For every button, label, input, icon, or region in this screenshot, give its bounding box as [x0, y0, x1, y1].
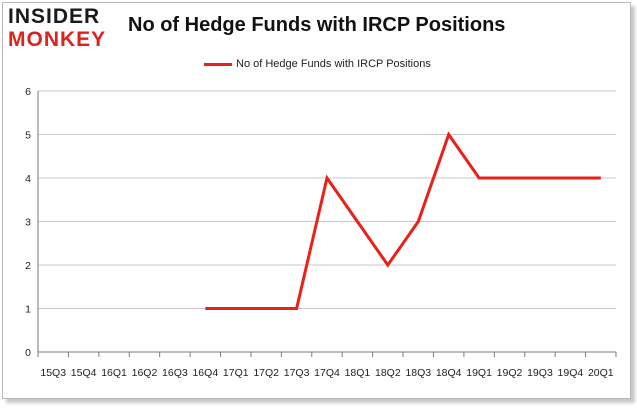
logo-text-monkey: MONKEY: [8, 28, 107, 51]
x-tick-label: 16Q4: [192, 367, 218, 379]
x-tick-label: 15Q4: [71, 367, 97, 379]
y-tick-label: 6: [25, 86, 31, 98]
x-tick-label: 17Q4: [314, 367, 340, 379]
chart-legend: No of Hedge Funds with IRCP Positions: [204, 56, 431, 72]
y-tick-label: 5: [25, 130, 31, 142]
logo-text-insider: INSIDER: [8, 5, 101, 28]
chart-title: No of Hedge Funds with IRCP Positions: [128, 14, 506, 36]
y-tick-label: 3: [25, 217, 31, 229]
series-line: [205, 131, 601, 310]
legend-swatch: [204, 62, 232, 66]
legend-label: No of Hedge Funds with IRCP Positions: [236, 58, 431, 70]
x-tick-label: 19Q1: [466, 367, 492, 379]
y-tick-label: 1: [25, 304, 31, 316]
x-tick-label: 18Q2: [375, 367, 401, 379]
x-tick-label: 17Q3: [284, 367, 310, 379]
x-tick-label: 16Q3: [162, 367, 188, 379]
y-tick-label: 0: [25, 347, 31, 359]
x-tick-label: 18Q1: [345, 367, 371, 379]
x-tick-label: 19Q4: [558, 367, 584, 379]
chart-frame: [2, 2, 631, 399]
y-tick-label: 2: [25, 260, 31, 272]
x-tick-label: 17Q2: [253, 367, 279, 379]
insider-monkey-logo: INSIDER MONKEY: [8, 6, 118, 52]
x-tick-label: 17Q1: [223, 367, 249, 379]
x-tick-label: 15Q3: [40, 367, 66, 379]
x-tick-label: 16Q1: [101, 367, 127, 379]
x-tick-label: 16Q2: [132, 367, 158, 379]
x-tick-label: 18Q3: [405, 367, 431, 379]
y-tick-label: 4: [25, 173, 31, 185]
x-tick-label: 18Q4: [436, 367, 462, 379]
x-tick-label: 19Q3: [527, 367, 553, 379]
x-tick-label: 19Q2: [497, 367, 523, 379]
x-tick-label: 20Q1: [588, 367, 614, 379]
